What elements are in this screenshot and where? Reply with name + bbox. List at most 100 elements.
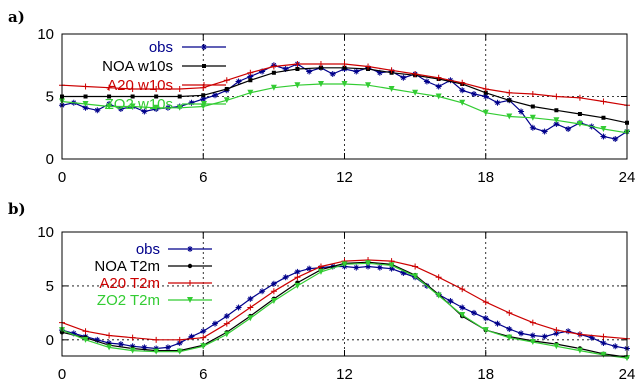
data-point bbox=[224, 87, 229, 91]
data-point bbox=[82, 336, 89, 343]
data-point bbox=[435, 83, 442, 90]
data-point bbox=[412, 263, 419, 270]
x-tick-label: 24 bbox=[619, 169, 636, 186]
data-point bbox=[188, 99, 195, 106]
data-point bbox=[412, 89, 419, 96]
data-point bbox=[270, 84, 277, 91]
data-point bbox=[482, 315, 489, 322]
data-point bbox=[600, 333, 607, 340]
data-point bbox=[518, 330, 525, 337]
data-point bbox=[600, 98, 607, 105]
data-point bbox=[400, 269, 407, 276]
data-point bbox=[106, 103, 113, 110]
data-point bbox=[223, 320, 230, 327]
data-point bbox=[294, 282, 301, 289]
data-point bbox=[459, 99, 466, 106]
x-tick-label: 18 bbox=[477, 366, 494, 383]
data-point bbox=[388, 67, 395, 74]
data-point bbox=[306, 265, 313, 272]
data-point bbox=[506, 334, 513, 341]
data-point bbox=[200, 84, 207, 91]
data-point bbox=[459, 87, 466, 94]
data-point bbox=[317, 61, 324, 67]
data-point bbox=[270, 288, 277, 295]
legend-marker bbox=[202, 64, 206, 68]
data-point bbox=[400, 74, 407, 81]
data-point bbox=[541, 333, 548, 340]
x-tick-label: 18 bbox=[477, 169, 494, 186]
data-point bbox=[459, 312, 466, 319]
data-point bbox=[600, 133, 607, 140]
data-point bbox=[270, 63, 277, 70]
legend-label: NOA T2m bbox=[94, 258, 160, 275]
data-point bbox=[176, 340, 183, 347]
data-point bbox=[295, 67, 300, 71]
data-point bbox=[388, 86, 395, 92]
data-point bbox=[435, 274, 442, 281]
data-point bbox=[212, 92, 219, 99]
data-point bbox=[82, 328, 89, 335]
data-point bbox=[176, 104, 183, 111]
data-point bbox=[353, 68, 360, 75]
data-point bbox=[412, 273, 419, 280]
legend: obs NOA w10s A20 w10s ZO2 w10s bbox=[102, 39, 226, 113]
legend-marker bbox=[201, 82, 207, 88]
data-point bbox=[577, 112, 582, 116]
data-point bbox=[188, 333, 195, 340]
y-tick-label: 10 bbox=[37, 26, 54, 43]
data-point bbox=[271, 70, 276, 75]
data-point bbox=[353, 264, 360, 271]
data-point bbox=[482, 299, 489, 306]
data-point bbox=[129, 334, 136, 341]
legend-marker bbox=[187, 263, 193, 269]
data-point bbox=[247, 73, 254, 80]
data-point bbox=[200, 96, 207, 102]
data-point bbox=[223, 331, 230, 338]
data-point bbox=[317, 81, 324, 87]
data-point bbox=[223, 77, 230, 84]
data-point bbox=[459, 79, 466, 86]
legend-marker bbox=[201, 44, 207, 50]
data-point bbox=[130, 94, 135, 99]
data-point bbox=[506, 326, 513, 333]
data-point bbox=[106, 84, 113, 91]
data-point bbox=[529, 124, 536, 131]
data-point bbox=[601, 115, 606, 120]
data-point bbox=[176, 348, 183, 355]
data-point bbox=[141, 344, 148, 351]
data-point bbox=[306, 68, 313, 75]
data-point bbox=[294, 82, 301, 89]
legend-label: A20 w10s bbox=[107, 77, 173, 94]
legend-label: ZO2 w10s bbox=[105, 96, 173, 113]
data-point bbox=[129, 347, 136, 354]
data-point bbox=[117, 106, 124, 112]
data-point bbox=[506, 309, 513, 316]
data-point bbox=[459, 286, 466, 293]
data-point bbox=[553, 117, 560, 124]
data-point bbox=[294, 61, 301, 67]
data-point bbox=[70, 330, 77, 337]
data-point bbox=[342, 65, 347, 70]
data-point bbox=[201, 93, 206, 98]
data-point bbox=[154, 94, 159, 99]
series-zo2-w10s bbox=[59, 81, 630, 136]
y-tick-label: 10 bbox=[37, 224, 54, 241]
legend-label: ZO2 T2m bbox=[97, 292, 160, 309]
data-point bbox=[435, 74, 442, 81]
data-point bbox=[153, 86, 160, 92]
data-point bbox=[412, 71, 419, 77]
data-point bbox=[200, 343, 207, 350]
data-point bbox=[482, 86, 489, 92]
data-point bbox=[600, 351, 607, 358]
data-point bbox=[365, 263, 372, 270]
data-point bbox=[529, 338, 536, 345]
data-point bbox=[164, 344, 171, 351]
data-point bbox=[553, 343, 560, 350]
data-point bbox=[624, 355, 630, 362]
data-point bbox=[318, 65, 323, 70]
data-point bbox=[423, 78, 430, 85]
data-point bbox=[341, 81, 348, 87]
data-point bbox=[600, 126, 607, 132]
